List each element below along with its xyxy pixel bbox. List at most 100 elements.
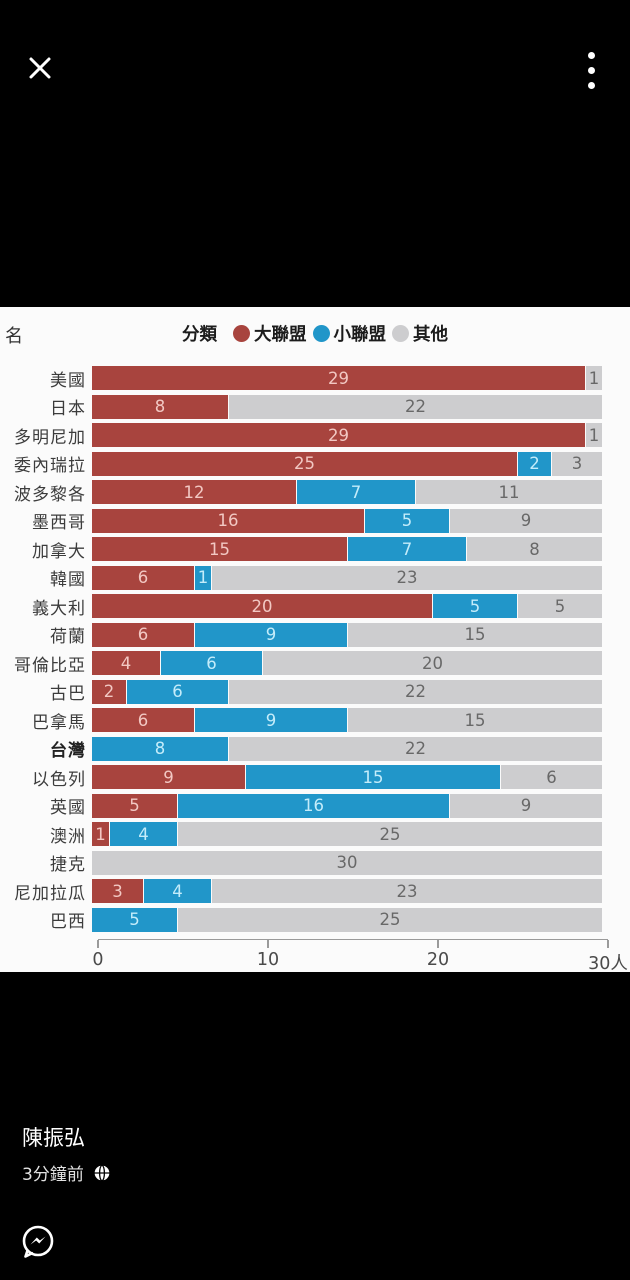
legend-dot-icon xyxy=(312,325,330,342)
bar-segment: 5 xyxy=(432,594,517,619)
stacked-bar: 2 6 22 xyxy=(92,679,602,704)
bar-segment: 9 xyxy=(449,508,602,533)
stacked-bar: 15 7 8 xyxy=(92,537,602,562)
category-label: 委內瑞拉 xyxy=(14,456,86,477)
x-axis-tick xyxy=(97,940,99,948)
stacked-bar: 30 xyxy=(92,850,602,875)
category-label: 巴拿馬 xyxy=(32,712,86,733)
stacked-bar: 6 9 15 xyxy=(92,622,602,647)
bar-segment: 4 xyxy=(92,651,160,676)
bar-segment: 9 xyxy=(194,622,347,647)
category-label: 尼加拉瓜 xyxy=(14,883,86,904)
stacked-bar: 20 5 5 xyxy=(92,594,602,619)
chart-legend: 分類 大聯盟 小聯盟 其他 xyxy=(0,321,630,346)
bar-segment: 12 xyxy=(92,480,296,505)
close-button[interactable] xyxy=(20,48,60,88)
overflow-menu-button[interactable] xyxy=(576,48,606,92)
chart-row: 波多黎各 12 7 11 xyxy=(0,478,630,507)
category-label: 古巴 xyxy=(50,684,86,705)
category-label: 捷克 xyxy=(50,855,86,876)
vertical-ellipsis-icon xyxy=(587,51,595,59)
bar-segment: 9 xyxy=(194,708,347,733)
bar-segment: 6 xyxy=(500,765,602,790)
bar-segment: 11 xyxy=(415,480,602,505)
stacked-bar: 29 1 xyxy=(92,366,602,391)
bar-segment: 15 xyxy=(245,765,500,790)
bar-segment: 7 xyxy=(296,480,415,505)
legend-label: 大聯盟 xyxy=(254,325,307,345)
stacked-bar: 29 1 xyxy=(92,423,602,448)
legend-dot-icon xyxy=(392,325,409,342)
stacked-bar: 8 22 xyxy=(92,736,602,761)
messenger-share-button[interactable] xyxy=(16,1220,60,1264)
category-label: 以色列 xyxy=(32,769,86,790)
bar-segment: 15 xyxy=(92,537,347,562)
bar-segment: 20 xyxy=(262,651,602,676)
axis-corner-label: 名 xyxy=(5,326,23,347)
legend-item: 小聯盟 xyxy=(312,321,386,346)
chart-row: 委內瑞拉 25 2 3 xyxy=(0,450,630,479)
chart-row: 荷蘭 6 9 15 xyxy=(0,621,630,650)
bar-segment: 6 xyxy=(92,622,194,647)
bar-segment: 8 xyxy=(92,736,228,761)
x-axis-tick-label: 10 xyxy=(256,950,280,970)
category-label: 波多黎各 xyxy=(14,484,86,505)
x-axis-tick xyxy=(267,940,269,948)
category-label: 韓國 xyxy=(50,570,86,591)
bar-segment: 30 xyxy=(92,850,602,875)
chart-row: 巴拿馬 6 9 15 xyxy=(0,706,630,735)
bar-segment: 6 xyxy=(92,708,194,733)
chart-row: 古巴 2 6 22 xyxy=(0,678,630,707)
category-label: 日本 xyxy=(50,399,86,420)
category-label: 義大利 xyxy=(32,598,86,619)
bar-segment: 25 xyxy=(92,451,517,476)
chart-row: 捷克 30 xyxy=(0,849,630,878)
category-label: 荷蘭 xyxy=(50,627,86,648)
bar-segment: 9 xyxy=(92,765,245,790)
x-axis-tick-label: 30人 xyxy=(588,954,628,974)
bar-segment: 5 xyxy=(92,793,177,818)
bar-segment: 6 xyxy=(160,651,262,676)
bar-segment: 23 xyxy=(211,565,602,590)
stacked-bar: 25 2 3 xyxy=(92,451,602,476)
stacked-bar: 6 9 15 xyxy=(92,708,602,733)
bar-segment: 6 xyxy=(92,565,194,590)
bar-segment: 22 xyxy=(228,736,602,761)
legend-item: 其他 xyxy=(392,321,448,346)
author-name[interactable]: 陳振弘 xyxy=(22,1126,85,1150)
x-axis: 0 10 20 30人 xyxy=(92,939,628,974)
stacked-bar: 4 6 20 xyxy=(92,651,602,676)
bar-segment: 5 xyxy=(517,594,602,619)
bar-segment: 6 xyxy=(126,679,228,704)
bar-segment: 16 xyxy=(92,508,364,533)
x-axis-tick-label: 20 xyxy=(426,950,450,970)
chart-image[interactable]: 名 分類 大聯盟 小聯盟 其他 美國 29 1 日本 8 22 多明尼加 29 1 委內瑞拉 25 2 3 波… xyxy=(0,307,630,974)
category-label: 哥倫比亞 xyxy=(14,655,86,676)
bar-segment: 15 xyxy=(347,708,602,733)
category-label: 墨西哥 xyxy=(32,513,86,534)
bar-segment: 7 xyxy=(347,537,466,562)
category-label: 巴西 xyxy=(50,912,86,933)
chart-row: 以色列 9 15 6 xyxy=(0,763,630,792)
chart-row: 尼加拉瓜 3 4 23 xyxy=(0,877,630,906)
bar-segment: 4 xyxy=(143,879,211,904)
bar-segment: 5 xyxy=(364,508,449,533)
chart-rows: 美國 29 1 日本 8 22 多明尼加 29 1 委內瑞拉 25 2 3 波多黎各 12 7 11 墨西哥 16 5… xyxy=(0,364,630,934)
chart-row: 義大利 20 5 5 xyxy=(0,592,630,621)
stacked-bar: 1 4 25 xyxy=(92,822,602,847)
legend-title: 分類 xyxy=(182,325,217,345)
chart-row: 多明尼加 29 1 xyxy=(0,421,630,450)
bar-segment: 25 xyxy=(177,907,602,932)
chart-row: 日本 8 22 xyxy=(0,393,630,422)
legend-item: 大聯盟 xyxy=(233,321,307,346)
bar-segment: 2 xyxy=(517,451,551,476)
stacked-bar: 12 7 11 xyxy=(92,480,602,505)
chart-row: 巴西 5 25 xyxy=(0,906,630,935)
stacked-bar: 5 16 9 xyxy=(92,793,602,818)
category-label: 澳洲 xyxy=(50,826,86,847)
category-label: 多明尼加 xyxy=(14,427,86,448)
messenger-icon xyxy=(22,1225,54,1258)
bar-segment: 20 xyxy=(92,594,432,619)
stacked-bar: 5 25 xyxy=(92,907,602,932)
stacked-bar: 6 1 23 xyxy=(92,565,602,590)
